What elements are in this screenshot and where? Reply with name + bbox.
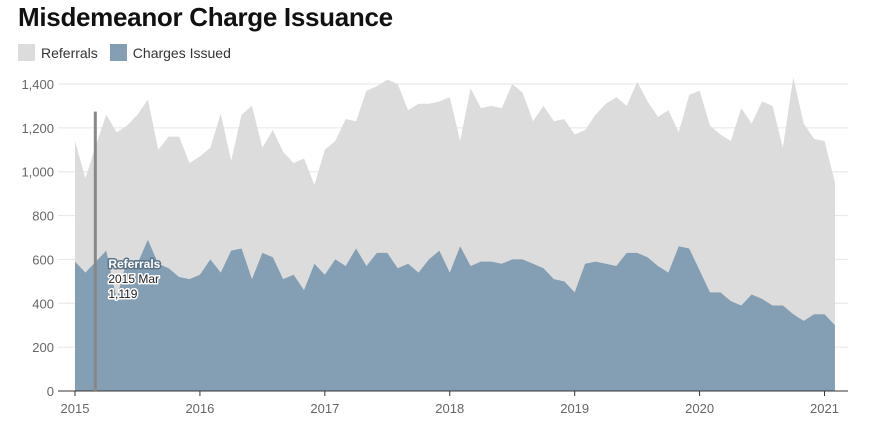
chart-title: Misdemeanor Charge Issuance xyxy=(18,2,393,32)
legend-label-referrals: Referrals xyxy=(41,44,98,61)
y-tick-label: 800 xyxy=(32,209,54,224)
y-tick-label: 1,000 xyxy=(21,165,54,180)
x-tick-label: 2015 xyxy=(61,401,90,416)
x-tick-label: 2017 xyxy=(310,401,339,416)
tooltip-series: Referrals xyxy=(108,257,160,271)
legend-label-charges-issued: Charges Issued xyxy=(132,44,231,61)
x-tick-label: 2019 xyxy=(560,401,589,416)
tooltip-period: 2015 Mar xyxy=(108,272,159,286)
y-tick-label: 0 xyxy=(47,384,54,399)
legend: Referrals Charges Issued xyxy=(18,44,243,61)
y-tick-label: 600 xyxy=(32,252,54,267)
legend-swatch-referrals xyxy=(18,44,35,61)
y-tick-label: 400 xyxy=(32,296,54,311)
x-tick-label: 2020 xyxy=(685,401,714,416)
tooltip-value: 1,119 xyxy=(108,287,137,301)
x-tick-label: 2018 xyxy=(435,401,464,416)
legend-item-referrals[interactable]: Referrals xyxy=(18,44,98,61)
y-tick-label: 1,400 xyxy=(21,77,54,92)
x-tick-label: 2021 xyxy=(810,401,839,416)
y-tick-label: 1,200 xyxy=(21,121,54,136)
y-tick-label: 200 xyxy=(32,340,54,355)
x-tick-label: 2016 xyxy=(185,401,214,416)
legend-item-charges-issued[interactable]: Charges Issued xyxy=(109,44,231,61)
legend-swatch-charges-issued xyxy=(109,44,127,61)
area-charges-issued xyxy=(75,239,835,391)
